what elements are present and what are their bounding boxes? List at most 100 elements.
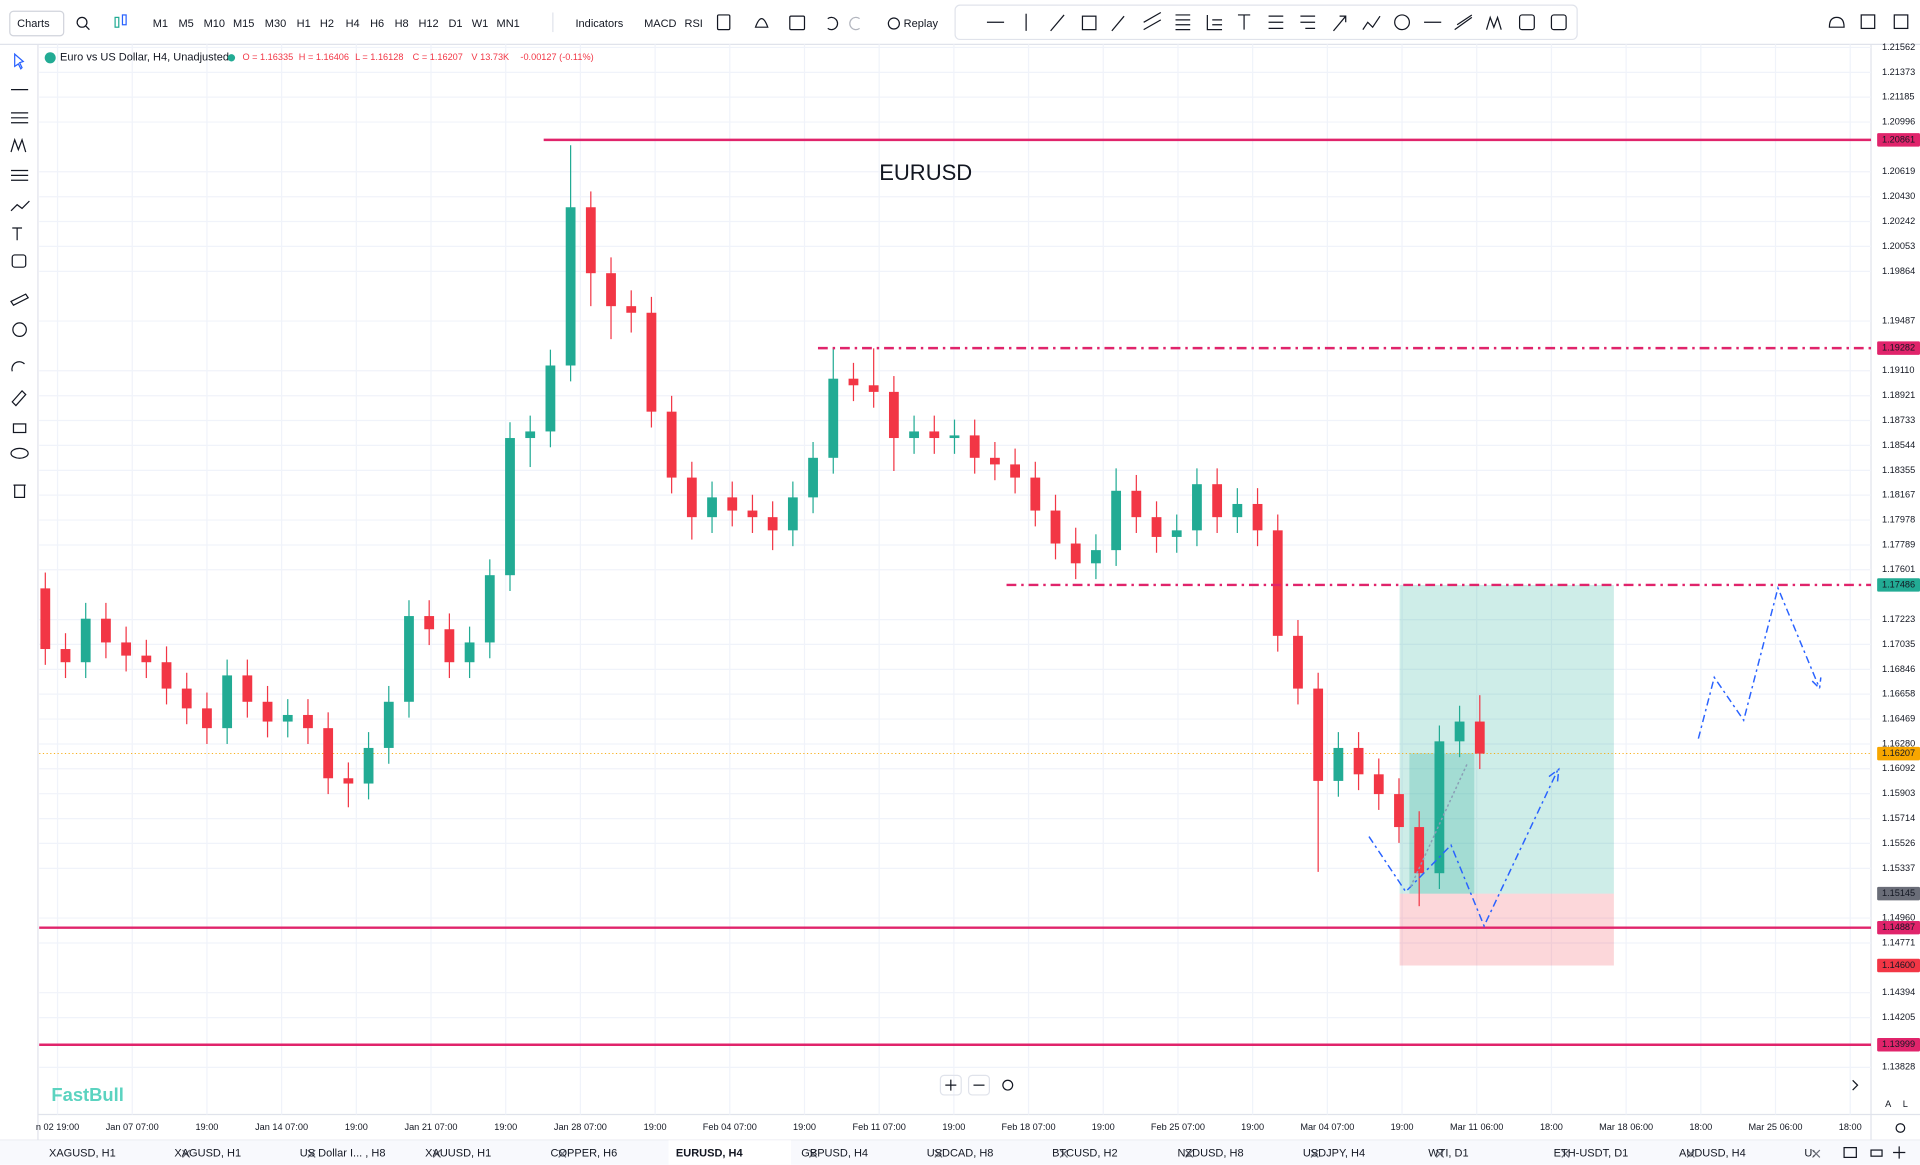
replay-icon[interactable] xyxy=(887,17,900,30)
timeframe-button[interactable]: M5 xyxy=(178,18,193,30)
ruler-tool[interactable] xyxy=(10,293,30,306)
delete-tool[interactable] xyxy=(13,484,26,499)
calendar-icon[interactable] xyxy=(789,15,806,31)
settings-button[interactable] xyxy=(1895,1123,1906,1133)
tool-text[interactable] xyxy=(1237,14,1251,30)
timeframe-button[interactable]: H2 xyxy=(320,18,334,30)
text-tool[interactable] xyxy=(12,227,23,241)
chart-tab[interactable]: USDCAD, H8 xyxy=(927,1148,994,1160)
alert-icon[interactable] xyxy=(754,18,769,28)
charts-button[interactable] xyxy=(9,10,65,37)
close-tab-button[interactable] xyxy=(307,1149,316,1158)
time-tick-label: 19:00 xyxy=(494,1122,517,1132)
share-icon[interactable] xyxy=(1860,14,1876,30)
timeframe-button[interactable]: D1 xyxy=(448,18,462,30)
chart-tab[interactable]: XAGUSD, H1 xyxy=(174,1148,241,1160)
close-tab-button[interactable] xyxy=(1435,1149,1445,1158)
tool-pitchfork[interactable] xyxy=(1268,15,1284,30)
timeframe-button[interactable]: H12 xyxy=(418,18,438,30)
cloud-icon[interactable] xyxy=(1828,16,1845,28)
search-icon[interactable] xyxy=(76,16,88,28)
zoom-tool[interactable] xyxy=(12,322,27,337)
redo-icon[interactable] xyxy=(849,16,860,31)
chart-tab[interactable]: WTI, D1 xyxy=(1428,1148,1468,1160)
undo-icon[interactable] xyxy=(827,16,839,31)
lock-tool[interactable] xyxy=(12,423,27,434)
macd-button[interactable]: MACD xyxy=(644,18,676,30)
close-tab-button[interactable] xyxy=(432,1149,442,1158)
chart-tab[interactable]: BTCUSD, H2 xyxy=(1052,1148,1118,1160)
scale-button[interactable]: L xyxy=(1903,1099,1908,1109)
chart-tab[interactable]: EURUSD, H4 xyxy=(676,1148,744,1160)
chart-tab[interactable]: U: xyxy=(1804,1148,1815,1160)
forecast-tool[interactable] xyxy=(11,169,29,181)
lock-drawings-tool[interactable] xyxy=(11,389,27,407)
close-tab-button[interactable] xyxy=(808,1149,818,1158)
chart-tab[interactable]: ETH-USDT, D1 xyxy=(1554,1148,1629,1160)
chart-tab[interactable]: NZDUSD, H8 xyxy=(1177,1148,1243,1160)
icon-tool[interactable] xyxy=(11,254,27,268)
close-tab-button[interactable] xyxy=(182,1149,191,1158)
tool-long-position[interactable] xyxy=(1518,14,1535,31)
chart-tab[interactable]: AUDUSD, H4 xyxy=(1679,1148,1746,1160)
time-tick-label: 19:00 xyxy=(1241,1122,1264,1132)
close-tab-button[interactable] xyxy=(934,1149,943,1158)
templates-icon[interactable] xyxy=(716,14,731,31)
close-tab-button[interactable] xyxy=(1812,1149,1821,1158)
chart-tab[interactable]: XAGUSD, H1 xyxy=(49,1148,116,1160)
timeframe-button[interactable]: M30 xyxy=(265,18,286,30)
zoom-out-button[interactable] xyxy=(967,1074,990,1096)
chart-tab[interactable]: GBPUSD, H4 xyxy=(801,1148,868,1160)
add-tab-button[interactable] xyxy=(1893,1146,1906,1159)
timeframe-button[interactable]: H6 xyxy=(370,18,384,30)
chart-type-icon[interactable] xyxy=(114,14,127,28)
fib-tool[interactable] xyxy=(11,112,29,124)
timeframe-button[interactable]: W1 xyxy=(472,18,489,30)
indicators-button[interactable]: Indicators xyxy=(576,18,624,30)
close-tab-button[interactable] xyxy=(1561,1149,1570,1158)
scroll-right-button[interactable] xyxy=(1852,1079,1859,1091)
chart-tab[interactable]: US Dollar I... , H8 xyxy=(300,1148,386,1160)
fullscreen-icon[interactable] xyxy=(1893,14,1909,30)
tool-arrow[interactable] xyxy=(1332,15,1347,32)
close-tab-button[interactable] xyxy=(1310,1149,1319,1158)
magnet-tool[interactable] xyxy=(11,361,25,372)
rsi-button[interactable]: RSI xyxy=(684,18,702,30)
timeframe-button[interactable]: H1 xyxy=(297,18,311,30)
tool-pattern[interactable] xyxy=(1485,15,1502,30)
tool-trend-line[interactable] xyxy=(1050,14,1065,32)
pattern-tool[interactable] xyxy=(10,137,27,153)
tool-rectangle[interactable] xyxy=(1081,15,1097,31)
tool-fib-time[interactable] xyxy=(1206,14,1223,31)
tool-channel[interactable] xyxy=(1143,11,1162,31)
close-tab-button[interactable] xyxy=(1059,1149,1068,1158)
chart-tab[interactable]: USDJPY, H4 xyxy=(1303,1148,1365,1160)
zoom-in-button[interactable] xyxy=(939,1074,962,1096)
timeframe-button[interactable]: H4 xyxy=(346,18,360,30)
timeframe-button[interactable]: MN1 xyxy=(497,18,520,30)
scale-button[interactable]: A xyxy=(1885,1099,1892,1109)
close-tab-button[interactable] xyxy=(558,1149,567,1158)
tool-circle[interactable] xyxy=(1394,14,1410,31)
layout-button[interactable] xyxy=(1843,1146,1857,1159)
tool-brush[interactable] xyxy=(1111,15,1125,32)
timeframe-button[interactable]: M15 xyxy=(233,18,254,30)
tool-fib[interactable] xyxy=(1175,14,1191,31)
hide-tool[interactable] xyxy=(10,447,29,459)
chart-tab[interactable]: XAUUSD, H1 xyxy=(425,1148,491,1160)
timeframe-button[interactable]: H8 xyxy=(395,18,409,30)
replay-label[interactable]: Replay xyxy=(904,18,939,30)
timeframe-button[interactable]: M1 xyxy=(153,18,168,30)
tool-parallel[interactable] xyxy=(1454,14,1473,31)
tool-short-position[interactable] xyxy=(1550,14,1567,31)
reset-button[interactable] xyxy=(1002,1079,1014,1091)
close-tab-button[interactable] xyxy=(1686,1149,1695,1158)
minimize-button[interactable] xyxy=(1870,1149,1883,1157)
tool-gann[interactable] xyxy=(1300,15,1316,30)
cursor-tool[interactable] xyxy=(14,52,25,70)
chart-tab[interactable]: COPPER, H6 xyxy=(551,1148,618,1160)
close-tab-button[interactable] xyxy=(1185,1149,1194,1158)
tool-path[interactable] xyxy=(1362,15,1381,30)
shapes-tool[interactable] xyxy=(10,200,30,212)
timeframe-button[interactable]: M10 xyxy=(204,18,225,30)
